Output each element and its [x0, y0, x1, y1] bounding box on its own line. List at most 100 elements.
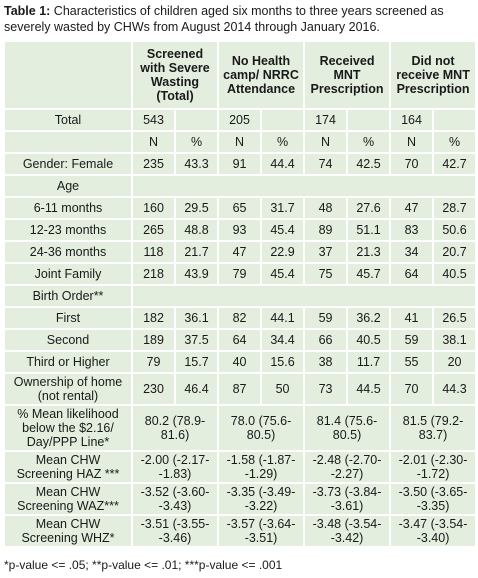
cell: 82 [217, 306, 263, 330]
cell: 34 [389, 240, 435, 264]
cell: 20.7 [432, 240, 478, 264]
cell: 93 [217, 218, 263, 242]
total-row: Total 543 205 174 164 [3, 108, 478, 132]
cell: -3.73 (-3.84--3.61) [303, 482, 392, 516]
data-row: Joint Family 218 43.9 79 45.4 75 45.7 64 40.5 [3, 262, 478, 286]
data-row: First 182 36.1 82 44.1 59 36.2 41 26.5 [3, 306, 478, 330]
cell: 50.6 [432, 218, 478, 242]
cell: -3.51 (-3.55--3.46) [130, 514, 220, 548]
cell: 81.5 (79.2-83.7) [389, 404, 478, 452]
cell: 36.1 [173, 306, 220, 330]
cell: -2.48 (-2.70--2.27) [303, 450, 392, 484]
cell: 31.7 [260, 196, 306, 220]
cell: 182 [131, 306, 176, 330]
cell: 37 [303, 240, 349, 264]
cell: 47 [217, 240, 263, 264]
cell: 28.7 [432, 196, 478, 220]
cell: 46.4 [173, 372, 220, 406]
cell: 20 [432, 350, 478, 374]
cell: 70 [389, 372, 435, 406]
cell: 218 [131, 262, 176, 286]
cell: -1.58 (-1.87--1.29) [217, 450, 306, 484]
cell: 40 [217, 350, 263, 374]
cell: 40.5 [346, 328, 392, 352]
cell: 41 [389, 306, 435, 330]
cell: 64 [217, 328, 263, 352]
cell: 47 [389, 196, 435, 220]
cell: 42.5 [346, 152, 392, 176]
cell: 26.5 [432, 306, 478, 330]
cell: 48 [303, 196, 349, 220]
cell: 48.8 [173, 218, 220, 242]
cell: 91 [217, 152, 263, 176]
subheader: N [389, 130, 435, 154]
subheader: N [131, 130, 176, 154]
cell: 79 [131, 350, 176, 374]
cell: 42.7 [432, 152, 478, 176]
cell: 37.5 [173, 328, 220, 352]
column-header: No Health camp/ NRRC Attendance [217, 40, 306, 110]
column-header: Screened with Severe Wasting (Total) [130, 40, 220, 110]
empty-cell [3, 130, 133, 154]
cell: 164 [389, 108, 435, 132]
data-row: 24-36 months 118 21.7 47 22.9 37 21.3 34 20.7 [3, 240, 478, 264]
cell: -3.57 (-3.64--3.51) [217, 514, 306, 548]
subheader: N [217, 130, 263, 154]
row-label: 12-23 months [3, 218, 133, 242]
cell: 45.4 [260, 262, 306, 286]
row-label: Mean CHW Screening WHZ* [3, 514, 133, 548]
cell: 40.5 [432, 262, 478, 286]
cell: 15.7 [173, 350, 220, 374]
cell: 43.3 [173, 152, 220, 176]
row-label: Total [3, 108, 133, 132]
cell: 34.4 [260, 328, 306, 352]
cell: 65 [217, 196, 263, 220]
cell: 27.6 [346, 196, 392, 220]
cell: -3.48 (-3.54--3.42) [303, 514, 392, 548]
row-label: Mean CHW Screening WAZ*** [3, 482, 133, 516]
data-row: Age [3, 174, 478, 198]
data-row: Second 189 37.5 64 34.4 66 40.5 59 38.1 [3, 328, 478, 352]
empty-cell [346, 108, 392, 132]
data-row: Ownership of home (not rental) 230 46.4 87 5… [3, 372, 478, 406]
cell: 44.5 [346, 372, 392, 406]
cell: 73 [303, 372, 349, 406]
cell: 51.1 [346, 218, 392, 242]
cell: -3.35 (-3.49--3.22) [217, 482, 306, 516]
subheader: % [260, 130, 306, 154]
cell: 15.6 [260, 350, 306, 374]
data-row: Birth Order** [3, 284, 478, 308]
cell: 36.2 [346, 306, 392, 330]
group-label: Age [3, 174, 133, 198]
subheader: % [432, 130, 478, 154]
cell: 66 [303, 328, 349, 352]
cell: 44.3 [432, 372, 478, 406]
data-row: 6-11 months 160 29.5 65 31.7 48 27.6 47 28.7 [3, 196, 478, 220]
cell: 81.4 (75.6-80.5) [303, 404, 392, 452]
cell: 74 [303, 152, 349, 176]
cell: 89 [303, 218, 349, 242]
cell: 45.7 [346, 262, 392, 286]
subheader: % [173, 130, 220, 154]
cell: 59 [303, 306, 349, 330]
cell: 235 [131, 152, 176, 176]
header-row: Screened with Severe Wasting (Total) No H… [3, 40, 478, 110]
caption-label: Table 1: [4, 4, 51, 18]
group-label: Birth Order** [3, 284, 133, 308]
cell: 80.2 (78.9-81.6) [130, 404, 220, 452]
subheader: % [346, 130, 392, 154]
cell: 230 [131, 372, 176, 406]
cell: 59 [389, 328, 435, 352]
cell: 22.9 [260, 240, 306, 264]
cell: 43.9 [173, 262, 220, 286]
cell: 79 [217, 262, 263, 286]
cell: -2.01 (-2.30--1.72) [389, 450, 478, 484]
cell: 543 [131, 108, 176, 132]
row-label: 6-11 months [3, 196, 133, 220]
row-label: Joint Family [3, 262, 133, 286]
cell: 75 [303, 262, 349, 286]
row-label: % Mean likelihood below the $2.16/ Day/P… [3, 404, 133, 452]
cell: 38 [303, 350, 349, 374]
cell: 64 [389, 262, 435, 286]
data-row: Mean CHW Screening WHZ* -3.51 (-3.55--3.4… [3, 514, 478, 548]
